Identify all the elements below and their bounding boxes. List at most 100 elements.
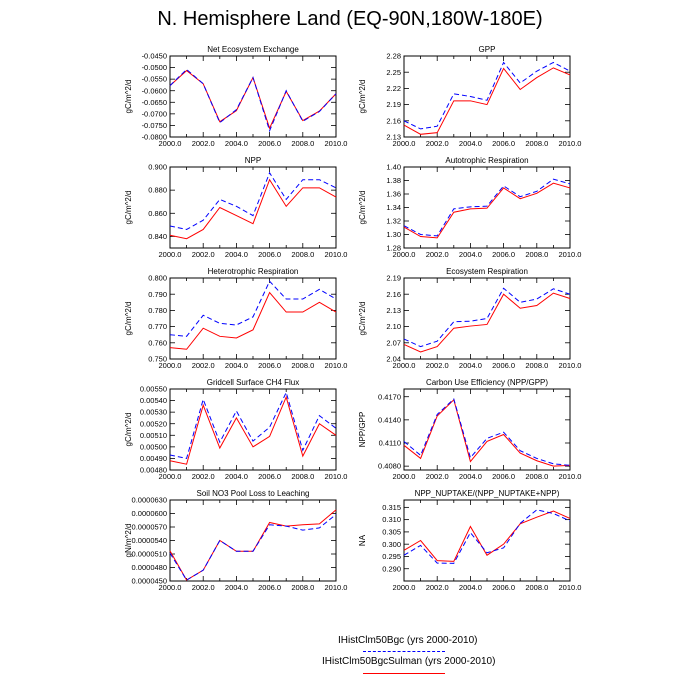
y-axis-label: gC/m^2/d — [358, 80, 367, 114]
x-tick-label: 2008.0 — [291, 361, 314, 370]
x-tick-label: 2000.0 — [159, 250, 182, 259]
y-tick-label: 1.38 — [386, 176, 401, 185]
series-line-bgc — [403, 61, 571, 130]
x-tick-label: 2004.0 — [225, 583, 248, 592]
y-axis-label: gC/m^2/d — [124, 191, 133, 225]
x-tick-label: 2006.0 — [492, 139, 515, 148]
plot-frame — [169, 499, 337, 582]
y-axis-label: gC/m^2/d — [358, 191, 367, 225]
chart-panel-4: Heterotrophic Respiration gC/m^2/d 2000.0 2… — [124, 267, 347, 370]
y-axis-label: gC/m^2/d — [124, 413, 133, 447]
x-tick-label: 2000.0 — [159, 361, 182, 370]
x-tick-label: 2008.0 — [291, 583, 314, 592]
chart-title: Net Ecosystem Exchange — [207, 45, 299, 54]
plot-frame — [169, 166, 337, 249]
series-line-bgc — [403, 509, 571, 564]
y-tick-label: 1.34 — [386, 203, 401, 212]
chart-panel-6: Gridcell Surface CH4 Flux gC/m^2/d 2000.0 2… — [124, 378, 347, 481]
legend-label-bgc: IHistClm50Bgc (yrs 2000-2010) — [338, 635, 478, 646]
x-tick-label: 2000.0 — [393, 583, 416, 592]
legend-label-sulman: IHistClm50BgcSulman (yrs 2000-2010) — [322, 656, 496, 667]
legend-swatch-sulman — [363, 673, 445, 674]
y-tick-label: 0.00490 — [140, 454, 167, 463]
x-tick-label: 2010.0 — [559, 472, 582, 481]
x-tick-label: 2004.0 — [459, 472, 482, 481]
plot-frame — [169, 277, 337, 360]
y-tick-label: 2.28 — [386, 52, 401, 61]
y-tick-label: 2.07 — [386, 338, 401, 347]
chart-title: NPP — [245, 156, 261, 165]
x-tick-label: 2004.0 — [225, 361, 248, 370]
x-tick-label: 2002.0 — [192, 139, 215, 148]
y-tick-label: 2.22 — [386, 84, 401, 93]
x-tick-label: 2010.0 — [325, 361, 348, 370]
y-tick-label: 0.315 — [382, 503, 401, 512]
y-tick-label: -0.0700 — [142, 109, 167, 118]
x-tick-label: 2002.0 — [426, 583, 449, 592]
plot-frame — [403, 388, 571, 471]
x-tick-label: 2008.0 — [525, 250, 548, 259]
x-tick-label: 2002.0 — [192, 472, 215, 481]
legend-swatch-bgc — [363, 651, 445, 652]
chart-panel-2: NPP gC/m^2/d 2000.0 2002.0 2004.0 2006.0 2008.… — [124, 156, 347, 259]
x-tick-label: 2000.0 — [159, 583, 182, 592]
x-tick-label: 2008.0 — [525, 583, 548, 592]
plot-frame — [403, 55, 571, 138]
y-tick-label: 2.13 — [386, 133, 401, 142]
x-tick-label: 2000.0 — [393, 139, 416, 148]
series-line-sulman — [169, 395, 337, 465]
chart-panel-9: NPP_NUPTAKE/(NPP_NUPTAKE+NPP) NA 2000.0 200… — [358, 489, 581, 592]
y-tick-label: 1.28 — [386, 244, 401, 253]
x-tick-label: 2008.0 — [525, 472, 548, 481]
chart-title: GPP — [479, 45, 496, 54]
chart-panel-0: Net Ecosystem Exchange gC/m^2/d 2000.0 2002… — [124, 45, 347, 148]
series-line-sulman — [403, 398, 571, 467]
y-axis-label: gN/m^2/d — [124, 524, 133, 558]
x-tick-label: 2010.0 — [325, 250, 348, 259]
x-tick-label: 2000.0 — [393, 361, 416, 370]
y-tick-label: 0.0000630 — [132, 496, 167, 505]
series-line-bgc — [403, 287, 571, 348]
x-tick-label: 2008.0 — [291, 250, 314, 259]
y-tick-label: 0.0000480 — [132, 563, 167, 572]
y-tick-label: 0.4110 — [379, 439, 401, 448]
chart-panel-8: Soil NO3 Pool Loss to Leaching gN/m^2/d 20… — [124, 489, 347, 592]
y-axis-label: gC/m^2/d — [124, 302, 133, 336]
y-tick-label: 0.0000600 — [132, 509, 167, 518]
y-tick-label: 2.16 — [386, 290, 401, 299]
x-tick-label: 2006.0 — [258, 472, 281, 481]
series-line-bgc — [403, 178, 571, 237]
series-line-sulman — [403, 182, 571, 239]
y-tick-label: -0.0500 — [142, 63, 167, 72]
x-tick-label: 2004.0 — [459, 139, 482, 148]
y-tick-label: -0.0750 — [142, 121, 167, 130]
x-tick-label: 2000.0 — [393, 472, 416, 481]
x-tick-label: 2000.0 — [393, 250, 416, 259]
y-axis-label: gC/m^2/d — [358, 302, 367, 336]
y-tick-label: -0.0450 — [142, 52, 167, 61]
series-line-sulman — [403, 510, 571, 562]
y-tick-label: 0.4080 — [378, 462, 401, 471]
y-tick-label: 2.04 — [386, 355, 401, 364]
y-tick-label: 0.00550 — [140, 385, 167, 394]
series-line-bgc — [169, 68, 337, 133]
y-tick-label: 0.800 — [148, 274, 167, 283]
y-tick-label: 0.0000540 — [132, 536, 167, 545]
x-tick-label: 2006.0 — [258, 250, 281, 259]
x-tick-label: 2008.0 — [525, 139, 548, 148]
page-title: N. Hemisphere Land (EQ-90N,180W-180E) — [157, 8, 543, 30]
y-tick-label: 0.750 — [148, 355, 167, 364]
x-tick-label: 2006.0 — [492, 250, 515, 259]
x-tick-label: 2002.0 — [426, 472, 449, 481]
x-tick-label: 2004.0 — [225, 250, 248, 259]
chart-title: Autotrophic Respiration — [445, 156, 528, 165]
x-tick-label: 2002.0 — [192, 361, 215, 370]
x-tick-label: 2010.0 — [559, 361, 582, 370]
x-tick-label: 2006.0 — [258, 361, 281, 370]
y-tick-label: 0.00540 — [140, 396, 167, 405]
x-tick-label: 2008.0 — [525, 361, 548, 370]
x-tick-label: 2004.0 — [459, 361, 482, 370]
chart-panel-1: GPP gC/m^2/d 2000.0 2002.0 2004.0 2006.0 2008.… — [358, 45, 581, 148]
y-tick-label: -0.0550 — [142, 75, 167, 84]
y-tick-label: 0.4170 — [378, 392, 401, 401]
